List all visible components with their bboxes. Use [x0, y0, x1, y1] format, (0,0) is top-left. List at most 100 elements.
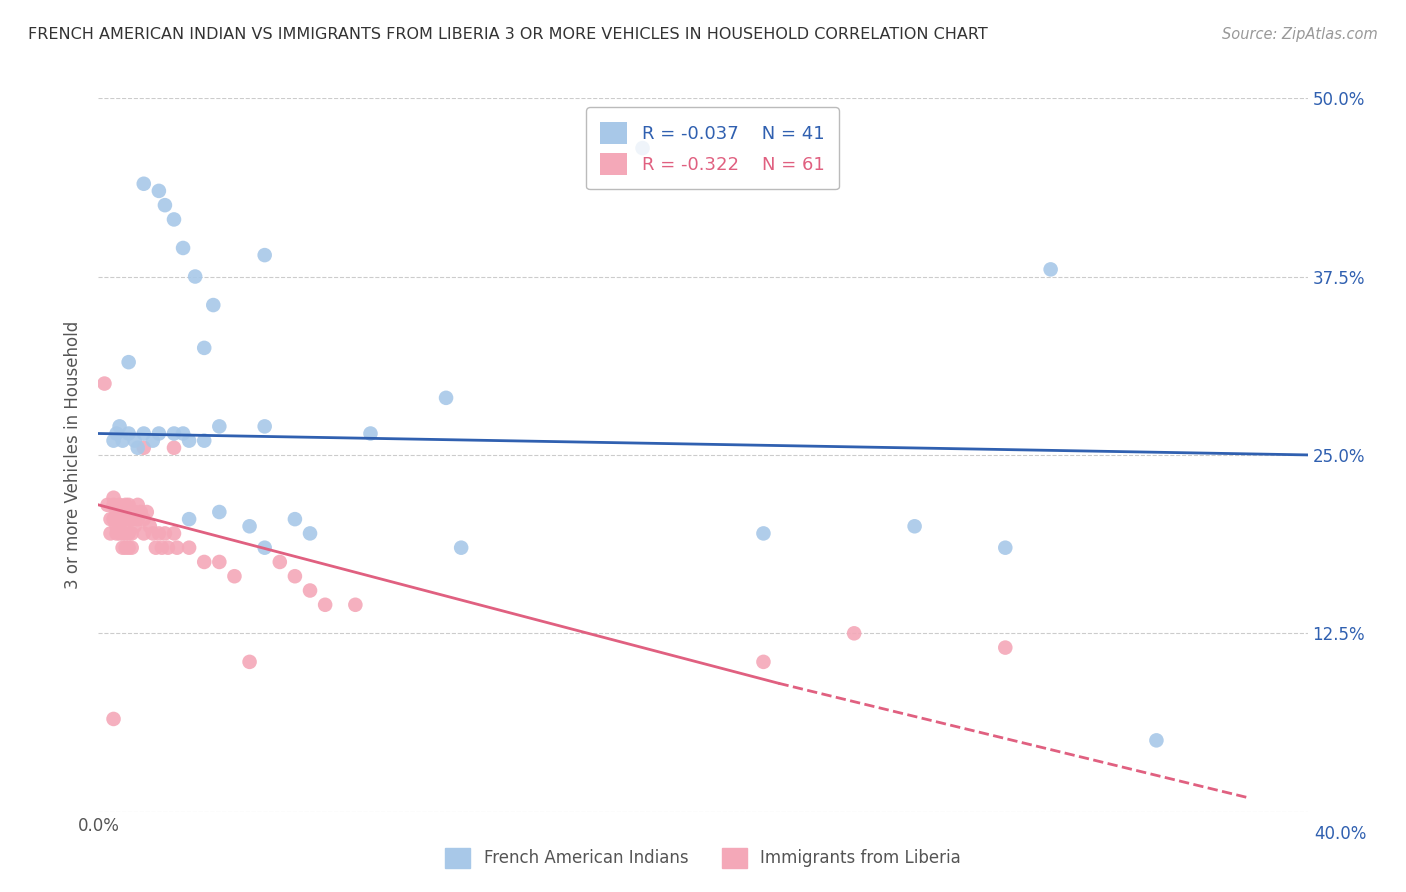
- Point: [253, 419, 276, 434]
- Point: [163, 441, 186, 455]
- Point: [121, 512, 143, 526]
- Point: [253, 248, 276, 262]
- Point: [103, 512, 125, 526]
- Point: [108, 519, 131, 533]
- Point: [118, 526, 141, 541]
- Point: [114, 541, 136, 555]
- Point: [148, 526, 170, 541]
- Point: [163, 212, 186, 227]
- Point: [105, 526, 128, 541]
- Point: [193, 341, 215, 355]
- Point: [114, 526, 136, 541]
- Point: [844, 626, 866, 640]
- Point: [172, 241, 194, 255]
- Point: [108, 498, 131, 512]
- Point: [450, 541, 472, 555]
- Point: [184, 269, 207, 284]
- Point: [114, 498, 136, 512]
- Point: [994, 640, 1017, 655]
- Point: [103, 498, 125, 512]
- Point: [105, 519, 128, 533]
- Point: [118, 355, 141, 369]
- Point: [208, 419, 231, 434]
- Point: [631, 141, 654, 155]
- Point: [121, 541, 143, 555]
- Point: [284, 569, 307, 583]
- Point: [111, 526, 134, 541]
- Point: [129, 505, 152, 519]
- Legend: R = -0.037    N = 41, R = -0.322    N = 61: R = -0.037 N = 41, R = -0.322 N = 61: [586, 107, 839, 189]
- Point: [148, 184, 170, 198]
- Point: [904, 519, 927, 533]
- Point: [163, 426, 186, 441]
- Point: [103, 712, 125, 726]
- Point: [132, 441, 155, 455]
- Point: [114, 512, 136, 526]
- Point: [132, 426, 155, 441]
- Point: [111, 434, 134, 448]
- Point: [179, 434, 201, 448]
- Point: [124, 434, 146, 448]
- Point: [208, 555, 231, 569]
- Point: [193, 555, 215, 569]
- Point: [118, 512, 141, 526]
- Point: [150, 541, 173, 555]
- Point: [253, 541, 276, 555]
- Point: [135, 505, 157, 519]
- Point: [127, 441, 149, 455]
- Point: [752, 526, 775, 541]
- Point: [239, 519, 262, 533]
- Point: [142, 434, 165, 448]
- Point: [132, 177, 155, 191]
- Point: [118, 498, 141, 512]
- Point: [132, 512, 155, 526]
- Point: [100, 526, 122, 541]
- Point: [100, 512, 122, 526]
- Point: [96, 498, 118, 512]
- Point: [1144, 733, 1167, 747]
- Point: [121, 526, 143, 541]
- Point: [224, 569, 246, 583]
- Point: [124, 519, 146, 533]
- Point: [269, 555, 291, 569]
- Point: [105, 505, 128, 519]
- Point: [118, 426, 141, 441]
- Text: FRENCH AMERICAN INDIAN VS IMMIGRANTS FROM LIBERIA 3 OR MORE VEHICLES IN HOUSEHOL: FRENCH AMERICAN INDIAN VS IMMIGRANTS FRO…: [28, 27, 988, 42]
- Point: [139, 519, 162, 533]
- Point: [127, 512, 149, 526]
- Point: [179, 541, 201, 555]
- Y-axis label: 3 or more Vehicles in Household: 3 or more Vehicles in Household: [65, 321, 83, 589]
- Point: [93, 376, 115, 391]
- Legend: French American Indians, Immigrants from Liberia: French American Indians, Immigrants from…: [439, 841, 967, 875]
- Point: [163, 526, 186, 541]
- Point: [111, 541, 134, 555]
- Point: [239, 655, 262, 669]
- Point: [314, 598, 336, 612]
- Point: [202, 298, 225, 312]
- Point: [994, 541, 1017, 555]
- Point: [208, 505, 231, 519]
- Point: [118, 541, 141, 555]
- Point: [127, 498, 149, 512]
- Point: [145, 541, 167, 555]
- Point: [156, 541, 179, 555]
- Point: [434, 391, 457, 405]
- Point: [193, 434, 215, 448]
- Point: [111, 505, 134, 519]
- Text: 40.0%: 40.0%: [1315, 825, 1367, 843]
- Point: [108, 419, 131, 434]
- Point: [752, 655, 775, 669]
- Point: [166, 541, 188, 555]
- Text: Source: ZipAtlas.com: Source: ZipAtlas.com: [1222, 27, 1378, 42]
- Point: [148, 426, 170, 441]
- Point: [1039, 262, 1062, 277]
- Point: [179, 512, 201, 526]
- Point: [111, 512, 134, 526]
- Point: [103, 491, 125, 505]
- Point: [103, 434, 125, 448]
- Point: [132, 526, 155, 541]
- Point: [153, 526, 176, 541]
- Point: [284, 512, 307, 526]
- Point: [299, 583, 322, 598]
- Point: [299, 526, 322, 541]
